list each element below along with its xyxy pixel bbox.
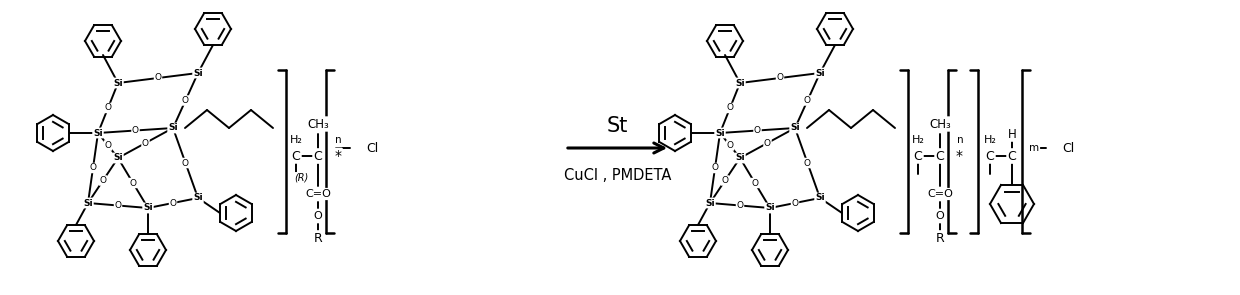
Text: C=O: C=O	[305, 189, 331, 199]
Text: O: O	[99, 176, 107, 185]
Text: Cl: Cl	[366, 142, 378, 155]
Text: H₂: H₂	[983, 135, 997, 145]
Text: C: C	[936, 150, 945, 163]
Text: C: C	[314, 150, 322, 163]
Text: n: n	[335, 135, 341, 145]
Text: O: O	[155, 73, 161, 83]
Text: O: O	[936, 211, 945, 221]
Text: O: O	[104, 141, 112, 150]
Text: O: O	[104, 104, 112, 112]
Text: Cl: Cl	[1061, 142, 1074, 155]
Text: R: R	[314, 232, 322, 245]
Text: O: O	[712, 163, 718, 173]
Text: O: O	[751, 178, 759, 188]
Text: Si: Si	[169, 124, 177, 132]
Text: St: St	[606, 116, 629, 136]
Text: Si: Si	[735, 153, 745, 163]
Text: O: O	[129, 178, 136, 188]
Text: O: O	[737, 201, 744, 210]
Text: Si: Si	[706, 199, 714, 207]
Text: CH₃: CH₃	[929, 117, 951, 130]
Text: *: *	[956, 149, 962, 163]
Text: O: O	[182, 96, 188, 105]
Text: Si: Si	[815, 194, 825, 202]
Text: Si: Si	[715, 129, 725, 137]
Text: O: O	[804, 158, 811, 168]
Text: H₂: H₂	[290, 135, 303, 145]
Text: O: O	[314, 211, 322, 221]
Text: C: C	[986, 150, 994, 163]
Text: Si: Si	[83, 199, 93, 207]
Text: Si: Si	[93, 129, 103, 137]
Text: C=O: C=O	[928, 189, 952, 199]
Text: Si: Si	[143, 204, 153, 212]
Text: O: O	[791, 199, 799, 207]
Text: Si: Si	[735, 78, 745, 88]
Text: C: C	[291, 150, 300, 163]
Text: C: C	[914, 150, 923, 163]
Text: O: O	[182, 158, 188, 168]
Text: *: *	[335, 149, 341, 163]
Text: (R): (R)	[294, 173, 308, 183]
Text: O: O	[727, 104, 734, 112]
Text: O: O	[722, 176, 729, 185]
Text: O: O	[754, 126, 761, 135]
Text: m: m	[1029, 143, 1039, 153]
Text: Si: Si	[790, 124, 800, 132]
Text: H₂: H₂	[911, 135, 925, 145]
Text: O: O	[89, 163, 97, 173]
Text: Si: Si	[113, 78, 123, 88]
Text: Si: Si	[765, 204, 775, 212]
Text: O: O	[764, 138, 771, 148]
Text: Si: Si	[113, 153, 123, 163]
Text: O: O	[727, 141, 734, 150]
Text: O: O	[114, 201, 122, 210]
Text: R: R	[936, 232, 945, 245]
Text: C: C	[1008, 150, 1017, 163]
Text: CH₃: CH₃	[308, 117, 329, 130]
Text: O: O	[170, 199, 176, 207]
Text: Si: Si	[815, 68, 825, 78]
Text: O: O	[776, 73, 784, 83]
Text: O: O	[131, 126, 139, 135]
Text: O: O	[143, 138, 149, 148]
Text: n: n	[957, 135, 963, 145]
Text: Si: Si	[193, 68, 203, 78]
Text: CuCl , PMDETA: CuCl , PMDETA	[564, 168, 671, 183]
Text: H: H	[1008, 127, 1017, 140]
Text: Si: Si	[193, 194, 203, 202]
Text: O: O	[804, 96, 811, 105]
